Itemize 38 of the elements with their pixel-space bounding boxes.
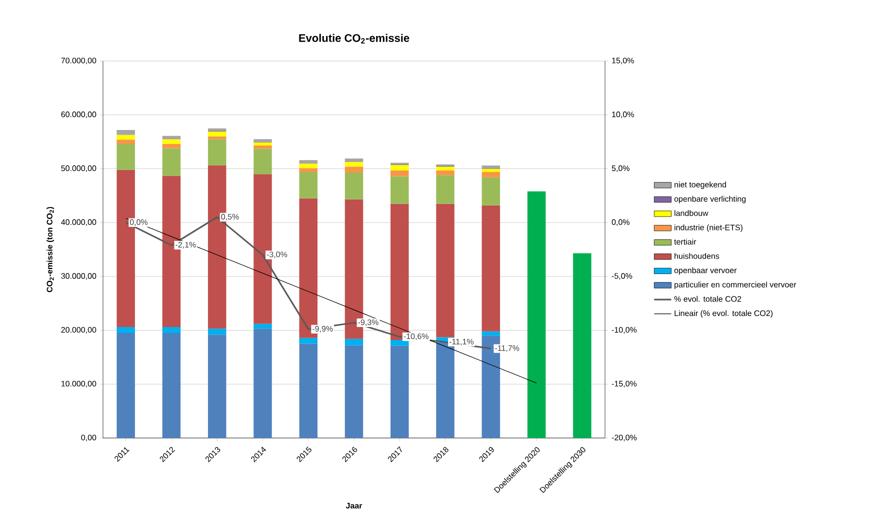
y2-tick-label: 0,0%	[612, 219, 630, 226]
x-axis-title: Jaar	[346, 502, 362, 508]
y2-tick-label: -15,0%	[612, 380, 637, 388]
y-tick-label: 70.000,00	[61, 58, 96, 64]
legend-label: Lineair (% evol. totale CO2)	[674, 310, 773, 318]
y2-tick-label: -10,0%	[612, 326, 637, 334]
legend-label: openbare verlichting	[674, 196, 746, 204]
legend-label: particulier en commercieel vervoer	[674, 282, 796, 290]
legend-label: huishoudens	[674, 253, 720, 259]
y2-tick-label: 15,0%	[612, 58, 634, 64]
y2-tick-label: 10,0%	[612, 112, 634, 118]
y-tick-label: 0,00	[81, 434, 96, 442]
data-label: -9,9%	[312, 326, 333, 333]
legend-label: openbaar vervoer	[674, 267, 737, 275]
y-tick-label: 10.000,00	[61, 380, 96, 388]
legend-label: landbouw	[674, 210, 708, 216]
y-tick-label: 60.000,00	[61, 112, 96, 118]
legend-label: industrie (niet-ETS)	[674, 224, 742, 232]
y-tick-label: 20.000,00	[61, 326, 96, 334]
y-tick-label: 50.000,00	[61, 165, 96, 172]
chart-title: Evolutie CO$_{2}$-emissie	[299, 34, 410, 44]
data-label: 0,5%	[221, 214, 239, 220]
data-label: -9,3%	[358, 319, 378, 326]
data-label: -10,6%	[404, 333, 428, 340]
data-label: -11,7%	[495, 345, 520, 352]
y-axis-title: CO$_{2}$-emissie (ton CO$_{2}$)	[46, 206, 54, 292]
data-label: 0,0%	[130, 219, 148, 226]
legend-label: niet toegekend	[674, 182, 726, 189]
y-tick-label: 30.000,00	[61, 273, 96, 280]
legend-label: % evol. totale CO2	[674, 296, 742, 302]
data-label: -11,1%	[449, 338, 474, 346]
legend-label: tertiair	[674, 238, 696, 245]
y-tick-label: 40.000,00	[61, 219, 96, 226]
data-label: -3,0%	[266, 252, 288, 258]
y2-tick-label: 5,0%	[612, 165, 630, 172]
data-label: -2,1%	[176, 242, 196, 248]
y2-tick-label: -20,0%	[612, 434, 637, 442]
y2-tick-label: -5,0%	[612, 273, 632, 280]
